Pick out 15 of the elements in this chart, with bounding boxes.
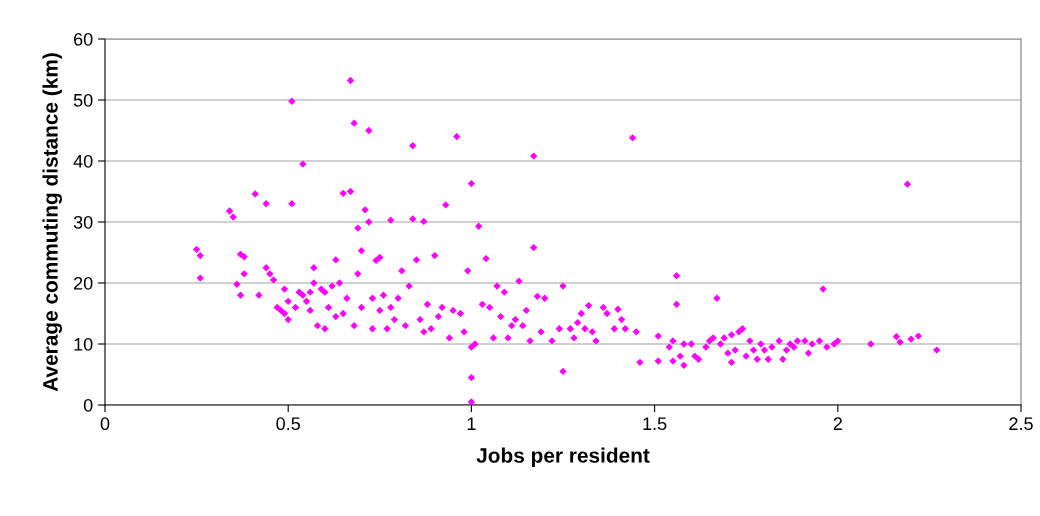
- y-axis-title: Average commuting distance (km): [42, 53, 62, 392]
- y-tick-label: 10: [74, 337, 93, 351]
- x-tick-label: 1.5: [643, 417, 667, 431]
- x-tick-label: 0.5: [276, 417, 300, 431]
- y-tick-label: 40: [73, 154, 93, 168]
- x-tick-label: 1: [467, 417, 476, 430]
- y-tick-label: 0: [83, 398, 93, 412]
- y-tick-label: 50: [73, 93, 93, 107]
- x-tick-label: 0: [100, 417, 110, 431]
- y-tick-label: 60: [74, 32, 93, 46]
- x-axis-title: Jobs per resident: [476, 447, 650, 467]
- y-tick-label: 30: [73, 215, 93, 229]
- y-tick-label: 20: [74, 276, 93, 290]
- x-tick-label: 2.5: [1009, 417, 1033, 431]
- x-tick-label: 2: [833, 417, 842, 430]
